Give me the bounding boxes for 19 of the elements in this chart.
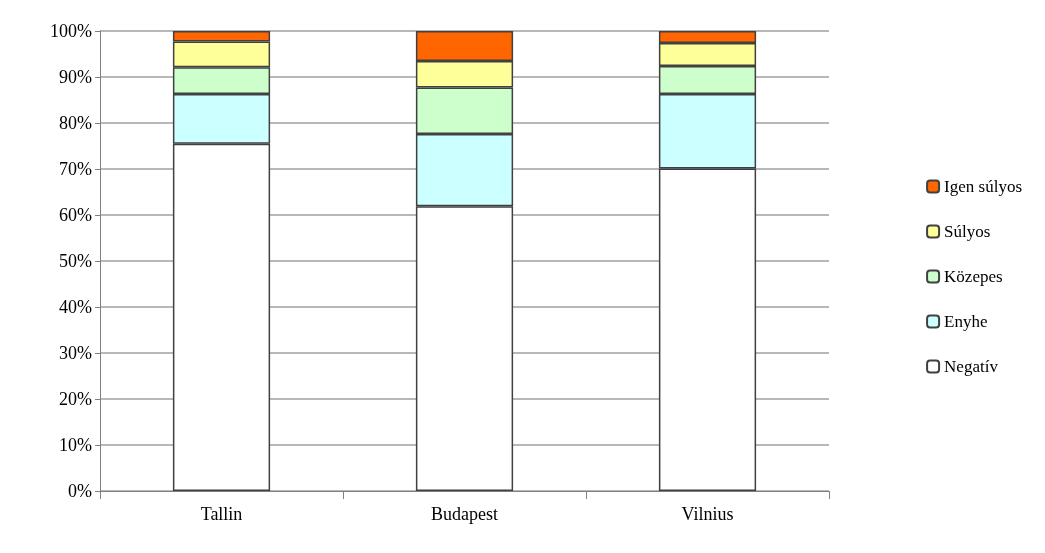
y-tick-label: 10% <box>59 435 92 455</box>
y-tick-label: 80% <box>59 113 92 133</box>
legend-label: Súlyos <box>944 222 991 241</box>
x-tick-label: Vilnius <box>681 504 734 524</box>
x-tick-label: Tallin <box>200 504 243 524</box>
y-tick-label: 50% <box>59 251 92 271</box>
legend-label: Enyhe <box>944 312 988 331</box>
x-tick-label: Budapest <box>431 504 498 524</box>
y-tick-label: 60% <box>59 205 92 225</box>
y-tick-label: 40% <box>59 297 92 317</box>
y-tick-label: 20% <box>59 389 92 409</box>
y-tick-label: 100% <box>50 21 92 41</box>
y-tick-label: 90% <box>59 67 92 87</box>
y-tick-label: 30% <box>59 343 92 363</box>
legend-label: Igen súlyos <box>944 177 1023 196</box>
y-tick-label: 70% <box>59 159 92 179</box>
legend-label: Közepes <box>944 267 1003 286</box>
y-tick-label: 0% <box>68 481 92 501</box>
legend-label: Negatív <box>944 357 999 376</box>
